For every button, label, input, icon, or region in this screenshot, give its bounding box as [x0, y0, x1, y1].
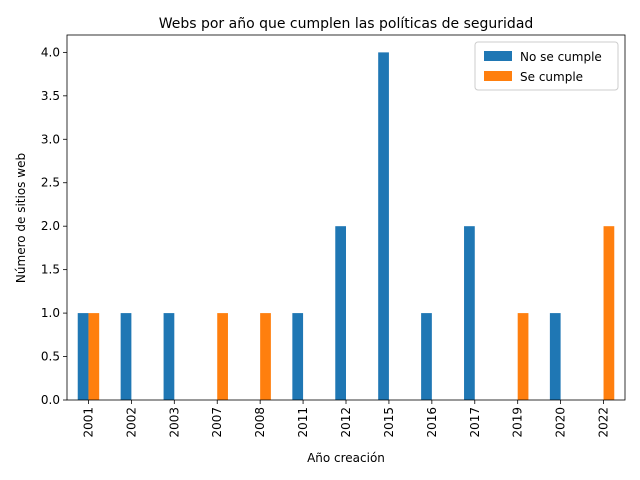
- bar-se-cumple-2022: [603, 226, 615, 400]
- y-tick-label: 2.0: [41, 219, 60, 233]
- x-tick-label: 2022: [597, 407, 611, 438]
- x-tick-label: 2008: [253, 407, 267, 438]
- y-tick-label: 1.0: [41, 306, 60, 320]
- bar-no-se-cumple-2017: [464, 226, 475, 400]
- bar-no-se-cumple-2011: [292, 313, 304, 400]
- x-tick-label: 2016: [425, 407, 439, 438]
- bar-no-se-cumple-2012: [335, 226, 346, 400]
- bar-se-cumple-2001: [88, 313, 100, 400]
- bar-no-se-cumple-2002: [120, 313, 132, 400]
- bar-se-cumple-2008: [260, 313, 271, 400]
- y-tick-label: 1.5: [41, 263, 60, 277]
- legend-swatch-no-se-cumple: [484, 51, 512, 61]
- plot-frame: [66, 34, 626, 401]
- chart-title: Webs por año que cumplen las políticas d…: [159, 16, 534, 32]
- y-tick-label: 3.5: [41, 89, 60, 103]
- bars-group: [77, 52, 615, 400]
- x-tick-label: 2002: [124, 407, 138, 438]
- y-tick-label: 4.0: [41, 45, 60, 59]
- bar-no-se-cumple-2003: [163, 313, 175, 400]
- x-tick-label: 2019: [511, 407, 525, 438]
- x-tick-label: 2012: [339, 407, 353, 438]
- legend-label-no-se-cumple: No se cumple: [520, 50, 602, 64]
- bar-no-se-cumple-2001: [77, 313, 89, 400]
- bar-no-se-cumple-2020: [549, 313, 561, 400]
- x-axis-label: Año creación: [307, 451, 385, 465]
- bar-se-cumple-2007: [217, 313, 228, 400]
- x-tick-label: 2020: [554, 407, 568, 438]
- x-ticks-group: 2001 2002 2003 2007 2008 2011 2012 2015 2016 2017…: [81, 400, 611, 438]
- x-tick-label: 2015: [382, 407, 396, 438]
- y-tick-label: 3.0: [41, 132, 60, 146]
- x-tick-label: 2017: [468, 407, 482, 438]
- x-tick-label: 2003: [167, 407, 181, 438]
- legend: No se cumple Se cumple: [474, 41, 619, 91]
- y-axis-label: Número de sitios web: [14, 153, 28, 283]
- legend-swatch-se-cumple: [484, 71, 512, 81]
- bar-no-se-cumple-2016: [421, 313, 432, 400]
- x-tick-label: 2007: [210, 407, 224, 438]
- x-tick-label: 2011: [296, 407, 310, 438]
- y-tick-label: 2.5: [41, 176, 60, 190]
- y-tick-label: 0.5: [41, 350, 60, 364]
- legend-label-se-cumple: Se cumple: [520, 70, 583, 84]
- bar-no-se-cumple-2015: [378, 52, 389, 400]
- bar-se-cumple-2019: [517, 313, 529, 400]
- y-tick-label: 0.0: [41, 393, 60, 407]
- y-ticks-group: 0.0 0.5 1.0 1.5 2.0 2.5 3.0 3.5 4.0: [41, 45, 67, 407]
- x-tick-label: 2001: [81, 407, 95, 438]
